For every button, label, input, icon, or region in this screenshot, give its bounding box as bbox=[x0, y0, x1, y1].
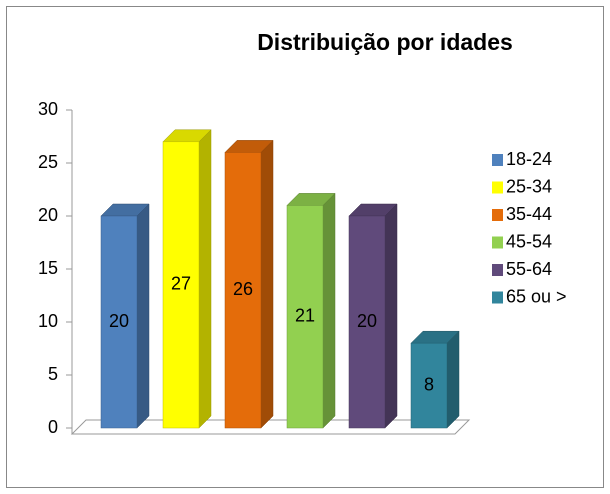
legend-label: 55-64 bbox=[506, 259, 552, 279]
y-tick-label: 15 bbox=[38, 258, 58, 278]
chart-title: Distribuição por idades bbox=[257, 29, 513, 55]
legend-label: 65 ou > bbox=[506, 286, 567, 306]
data-label: 27 bbox=[171, 274, 191, 294]
bar-side bbox=[384, 203, 398, 429]
bar-side bbox=[446, 330, 460, 429]
bar bbox=[348, 215, 386, 429]
data-label: 26 bbox=[233, 279, 253, 299]
y-tick-label: 10 bbox=[38, 311, 58, 331]
legend-label: 35-44 bbox=[506, 204, 552, 224]
bar bbox=[286, 205, 324, 429]
y-tick-label: 5 bbox=[48, 364, 58, 384]
legend-swatch bbox=[492, 264, 503, 276]
legend-swatch bbox=[492, 181, 503, 194]
bar-side bbox=[198, 129, 212, 429]
bar bbox=[162, 141, 200, 429]
legend-label: 25-34 bbox=[506, 176, 552, 196]
bar bbox=[100, 215, 138, 429]
bar-side bbox=[260, 139, 274, 429]
data-label: 21 bbox=[295, 305, 315, 325]
legend-swatch bbox=[492, 209, 503, 221]
legend-swatch bbox=[492, 291, 503, 304]
legend-swatch bbox=[492, 154, 503, 166]
bar-side bbox=[136, 203, 150, 429]
bar-side bbox=[322, 192, 336, 429]
data-label: 20 bbox=[109, 311, 129, 331]
legend-label: 45-54 bbox=[506, 231, 552, 251]
data-label: 20 bbox=[357, 311, 377, 331]
y-tick-label: 25 bbox=[38, 152, 58, 172]
bar bbox=[410, 342, 448, 429]
legend-swatch bbox=[492, 236, 503, 249]
floor bbox=[70, 419, 471, 435]
legend-label: 18-24 bbox=[506, 149, 552, 169]
y-tick-label: 0 bbox=[48, 417, 58, 437]
y-tick-label: 30 bbox=[38, 99, 58, 119]
bar bbox=[224, 152, 262, 429]
data-label: 8 bbox=[424, 374, 434, 394]
y-tick-label: 20 bbox=[38, 205, 58, 225]
